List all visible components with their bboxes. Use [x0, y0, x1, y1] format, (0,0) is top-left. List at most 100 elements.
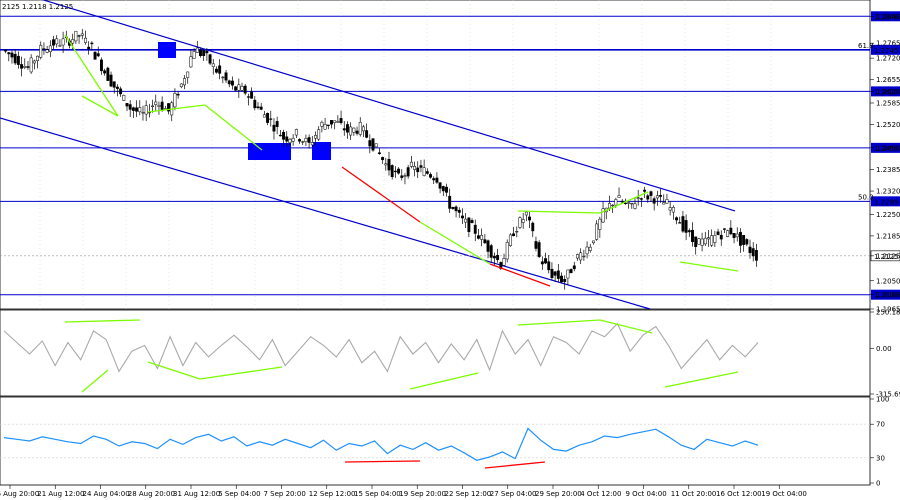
candle-body [307, 137, 311, 143]
candle-body [470, 220, 474, 224]
candle-body [157, 105, 161, 107]
candle-body [492, 255, 496, 259]
candle-body [176, 93, 180, 96]
level-label: 1.2846 [874, 13, 899, 21]
cci-divergence-line [81, 369, 109, 393]
horizontal-levels: 1.28461.274561.81.26201.24501.228950.01.… [0, 11, 900, 300]
candle-body [419, 165, 423, 168]
time-tick-label: 28 Aug 20:00 [128, 490, 175, 498]
candle-body [732, 233, 736, 238]
candle-body [665, 199, 669, 204]
candle-body [716, 231, 720, 235]
candle-body [550, 268, 554, 279]
candle-body [298, 139, 301, 142]
rsi-tick-label: 30 [876, 454, 885, 462]
price-tick-label: 1.2846 [876, 13, 900, 21]
price-tick-label: 1.2520 [876, 121, 900, 129]
candle-body [508, 234, 512, 246]
price-tick-label: 1.2008 [876, 291, 900, 299]
candle-body [678, 222, 682, 224]
candle-body [221, 76, 225, 79]
candle-body [135, 107, 139, 112]
rsi-line: 100 70 30 0 [0, 396, 889, 488]
level-label-bg [871, 196, 900, 207]
candle-body [246, 96, 250, 98]
candle-body [486, 240, 490, 252]
candle-body [269, 118, 273, 120]
channel-upper-line [41, 0, 736, 212]
level-label-bg [871, 44, 900, 55]
level-label-bg [871, 11, 900, 22]
candle-body [151, 105, 155, 107]
candle-body [397, 168, 401, 174]
cci-divergence-line [517, 319, 601, 326]
time-tick-label: 12 Sep 12:00 [309, 490, 356, 498]
candle-body [483, 239, 487, 244]
divergence-line [489, 263, 551, 287]
candle-body [534, 241, 538, 249]
candle-body [13, 53, 17, 64]
candle-body [119, 88, 123, 95]
candle-body [489, 245, 493, 258]
candle-body [20, 64, 24, 69]
candle-body [515, 230, 519, 233]
candle-body [422, 167, 426, 176]
candle-body [109, 74, 113, 87]
time-tick-label: 5 Sep 04:00 [218, 490, 260, 498]
candle-body [103, 70, 107, 74]
time-tick-label: 7 Sep 20:00 [264, 490, 306, 498]
candle-body [441, 186, 445, 192]
candle-body [288, 138, 292, 143]
ohlc-header: 2125 1.2118 1.2125 [2, 3, 73, 11]
candle-body [384, 163, 388, 166]
candle-body [314, 135, 317, 139]
candle-body [317, 129, 321, 140]
candle-body [285, 136, 289, 142]
cci-series-line [3, 322, 759, 373]
candle-body [368, 140, 372, 147]
candle-body [349, 126, 353, 136]
candle-body [326, 124, 330, 127]
candle-body [633, 203, 637, 209]
candle-body [476, 235, 480, 239]
candle-body [540, 261, 544, 265]
candle-body [387, 158, 391, 171]
rsi-panel: 100 70 30 0 [0, 396, 889, 488]
candle-body [202, 50, 206, 56]
level-label: 1.2745 [874, 47, 899, 55]
candle-body [272, 124, 276, 132]
cci-tick-label: 0.00 [876, 345, 892, 353]
candle-body [659, 195, 663, 197]
price-tick-label: 1.2385 [876, 166, 900, 174]
price-tick-label: 1.2320 [876, 188, 900, 196]
time-tick-label: 22 Sep 12:00 [445, 490, 492, 498]
cci-divergence-line [199, 366, 283, 380]
candle-body [205, 50, 209, 54]
candle-body [304, 138, 308, 142]
candle-body [719, 234, 723, 240]
candle-body [208, 54, 212, 64]
divergence-line [599, 191, 649, 214]
candle-body [199, 49, 202, 56]
divergence-line [419, 221, 491, 265]
candle-body [473, 224, 477, 234]
price-panel: 1.28461.274561.81.26201.24501.228950.01.… [0, 0, 900, 485]
candle-body [128, 104, 132, 110]
candle-body [393, 170, 397, 173]
candle-body [7, 52, 11, 55]
candle-body [84, 37, 87, 43]
time-tick-label: 24 Aug 04:00 [83, 490, 130, 498]
candle-body [505, 242, 509, 260]
level-label: 1.2289 [874, 198, 899, 206]
divergence-line [204, 104, 263, 151]
candle-body [390, 165, 394, 178]
cci-tick-label: 250.1868 [876, 309, 900, 317]
candle-body [96, 53, 100, 57]
divergence-line [64, 34, 119, 117]
time-tick-label: 19 Oct 04:00 [761, 490, 807, 498]
candle-body [218, 65, 222, 74]
candle-body [630, 202, 634, 205]
candle-body [173, 93, 177, 108]
candle-body [668, 207, 672, 211]
candle-body [275, 121, 279, 127]
